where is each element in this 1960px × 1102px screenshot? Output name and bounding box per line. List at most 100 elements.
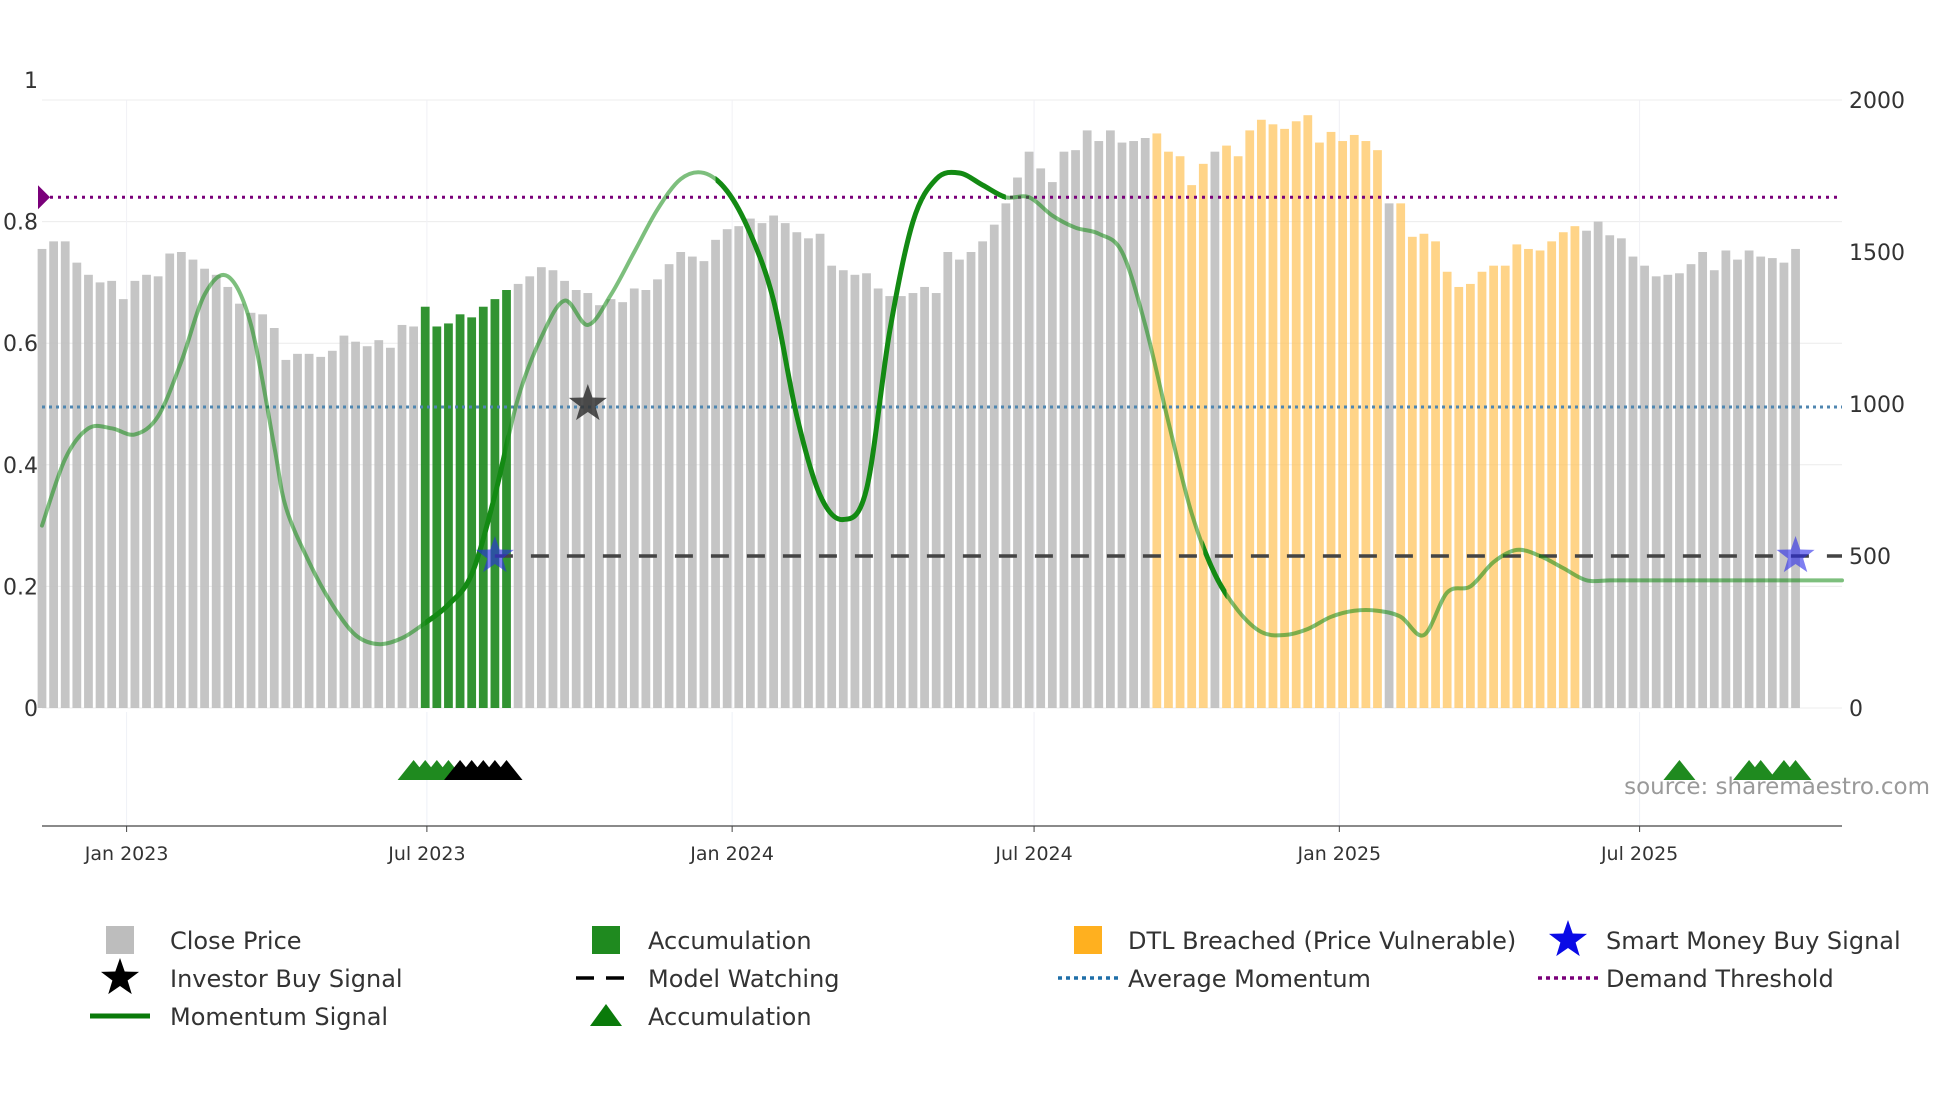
close-price-bar bbox=[1500, 265, 1510, 708]
close-price-bar bbox=[571, 290, 581, 708]
close-price-bar bbox=[1605, 235, 1615, 708]
close-price-bar bbox=[838, 270, 848, 708]
close-price-bar bbox=[316, 356, 326, 708]
reference-lines bbox=[38, 185, 1842, 558]
accumulation-triangle-icon bbox=[1779, 760, 1812, 780]
source-text: source: sharemaestro.com bbox=[1624, 774, 1930, 800]
close-price-bar bbox=[1071, 150, 1080, 708]
accumulation-triangle-icon bbox=[1744, 760, 1777, 780]
close-price-bar bbox=[455, 314, 465, 708]
close-price-bar bbox=[641, 290, 651, 708]
close-price-bar bbox=[722, 229, 732, 708]
close-price-bar bbox=[769, 215, 778, 708]
close-price-bar bbox=[1396, 203, 1406, 709]
close-price-bar bbox=[1384, 203, 1394, 709]
close-price-bar bbox=[1140, 138, 1150, 708]
close-price-bar bbox=[885, 296, 895, 708]
close-price-bar bbox=[84, 274, 93, 708]
close-price-bar bbox=[118, 299, 128, 708]
close-price-bar bbox=[223, 286, 233, 708]
close-price-bar bbox=[1593, 221, 1603, 708]
right-axis-tick-label: 500 bbox=[1849, 545, 1891, 570]
legend-item: Model Watching bbox=[576, 965, 840, 993]
close-price-bar bbox=[1094, 141, 1104, 709]
close-price-bar bbox=[792, 232, 802, 709]
legend-item: Demand Threshold bbox=[1538, 965, 1834, 993]
legend-label: Close Price bbox=[170, 927, 302, 955]
close-price-bar bbox=[850, 274, 860, 708]
close-price-bar bbox=[1651, 276, 1661, 708]
close-price-bar bbox=[943, 252, 953, 708]
close-price-bar bbox=[1779, 262, 1789, 708]
legend-label: Investor Buy Signal bbox=[170, 965, 403, 993]
close-price-bar bbox=[653, 279, 662, 708]
close-price-bar bbox=[1303, 115, 1313, 708]
close-price-bar bbox=[397, 324, 407, 708]
blue-star-icon bbox=[1548, 920, 1588, 957]
close-price-bar bbox=[873, 288, 883, 708]
left-axis-tick-label: 0.4 bbox=[3, 454, 38, 479]
legend-label: Accumulation bbox=[648, 1003, 812, 1031]
close-price-bar bbox=[583, 293, 593, 708]
close-price-bar bbox=[1315, 142, 1324, 708]
close-price-bar bbox=[896, 296, 906, 708]
close-price-bar bbox=[165, 253, 175, 708]
close-price-bar bbox=[153, 276, 163, 708]
close-price-bar bbox=[1059, 151, 1069, 708]
close-price-bar bbox=[409, 326, 418, 708]
close-price-bar bbox=[525, 276, 535, 708]
close-price-bar bbox=[757, 223, 767, 708]
close-price-bar bbox=[711, 239, 720, 708]
close-price-bar bbox=[1663, 274, 1673, 708]
close-price-bar bbox=[1419, 233, 1429, 708]
close-price-bar bbox=[444, 323, 453, 708]
close-price-bar bbox=[1245, 130, 1255, 708]
green-square-icon bbox=[592, 926, 620, 954]
x-axis-tick-label: Jan 2024 bbox=[689, 843, 774, 865]
x-axis-tick-label: Jul 2023 bbox=[387, 843, 465, 865]
close-price-bar bbox=[908, 293, 918, 708]
left-axis-tick-label: 0.8 bbox=[3, 211, 38, 236]
close-price-bar bbox=[595, 305, 604, 708]
close-price-bar bbox=[804, 238, 813, 708]
legend-item: Accumulation bbox=[592, 926, 812, 955]
legend-label: Model Watching bbox=[648, 965, 840, 993]
close-price-bar bbox=[467, 317, 477, 708]
orange-square-icon bbox=[1074, 926, 1102, 954]
x-axis-tick-label: Jul 2025 bbox=[1600, 843, 1678, 865]
close-price-bar bbox=[989, 224, 999, 708]
close-price-bar bbox=[95, 282, 105, 708]
close-price-bar bbox=[536, 267, 546, 708]
close-price-bar bbox=[815, 233, 825, 708]
left-axis-tick-label: 0.6 bbox=[3, 332, 38, 357]
close-price-bar bbox=[1686, 264, 1696, 708]
close-price-bar bbox=[49, 241, 58, 709]
momentum-signal-line bbox=[40, 169, 1844, 647]
close-price-bar bbox=[1338, 141, 1348, 709]
close-price-bar bbox=[1431, 241, 1440, 709]
legend-item: Investor Buy Signal bbox=[100, 958, 403, 995]
accumulation-panel bbox=[397, 760, 1812, 780]
close-price-bar bbox=[1698, 252, 1708, 708]
legend-item: Accumulation bbox=[590, 1003, 812, 1031]
close-price-bar bbox=[560, 280, 569, 708]
green-triangle-icon bbox=[590, 1004, 622, 1026]
close-price-bar bbox=[1512, 244, 1522, 708]
close-price-bar bbox=[1222, 145, 1231, 709]
right-axis-tick-label: 1500 bbox=[1849, 241, 1905, 266]
close-price-bar bbox=[211, 274, 221, 708]
legend-item: DTL Breached (Price Vulnerable) bbox=[1074, 926, 1516, 955]
close-price-bar bbox=[1454, 286, 1464, 708]
legend-item: Average Momentum bbox=[1058, 965, 1371, 993]
close-price-bar bbox=[107, 280, 117, 708]
smart-money-buy-signal-star-icon bbox=[1776, 536, 1815, 573]
momentum-signal-solid bbox=[715, 169, 1006, 523]
close-price-bar bbox=[269, 328, 279, 708]
close-price-bar bbox=[746, 218, 755, 708]
close-price-bar bbox=[1767, 258, 1777, 708]
close-price-bar bbox=[1489, 265, 1498, 708]
legend-label: Demand Threshold bbox=[1606, 965, 1834, 993]
close-price-bar bbox=[258, 314, 268, 708]
close-price-bar bbox=[1547, 241, 1557, 709]
close-price-bar bbox=[188, 259, 198, 708]
